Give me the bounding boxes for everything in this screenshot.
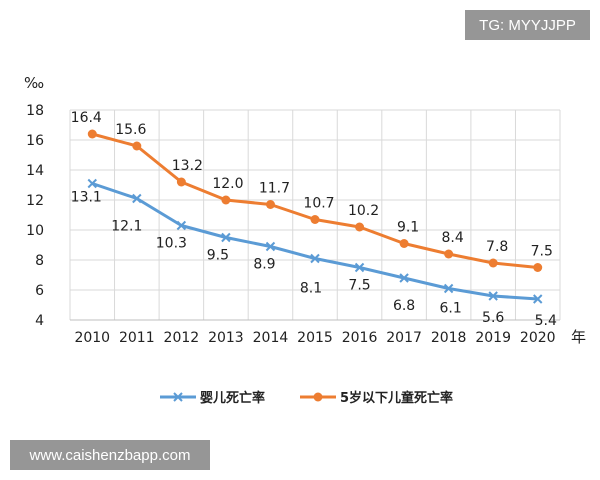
x-tick-label-2020: 2020	[520, 330, 556, 346]
data-label-series-0-2018: 6.1	[440, 301, 462, 317]
data-label-series-0-2011: 12.1	[111, 219, 142, 235]
data-label-series-0-2012: 10.3	[156, 236, 187, 252]
legend: 婴儿死亡率 5岁以下儿童死亡率	[160, 390, 453, 406]
y-axis-unit: ‰	[24, 74, 44, 92]
x-tick-label-2015: 2015	[297, 330, 333, 346]
data-label-series-1-2014: 11.7	[259, 181, 290, 197]
x-tick-label-2012: 2012	[164, 330, 200, 346]
data-label-series-1-2013: 12.0	[212, 176, 243, 192]
data-label-series-0-2019: 5.6	[482, 310, 504, 326]
x-tick-label-2014: 2014	[253, 330, 289, 346]
data-label-series-1-2012: 13.2	[172, 158, 203, 174]
point-series-1-2012	[176, 177, 186, 187]
legend-label-1: 5岁以下儿童死亡率	[340, 390, 453, 406]
point-series-0-2010	[87, 178, 97, 189]
x-tick-label-2010: 2010	[74, 330, 110, 346]
point-series-1-2017	[399, 239, 409, 248]
legend-item-0: 婴儿死亡率	[160, 390, 265, 406]
legend-label-0: 婴儿死亡率	[200, 390, 265, 406]
data-label-series-1-2016: 10.2	[348, 203, 379, 219]
point-series-1-2019	[488, 258, 498, 268]
point-series-1-2014	[265, 200, 275, 209]
data-label-series-0-2020: 5.4	[535, 313, 557, 329]
y-tick-label: 18	[26, 103, 44, 119]
point-series-0-2018	[443, 283, 454, 294]
data-label-series-0-2017: 6.8	[393, 298, 415, 314]
data-label-series-0-2016: 7.5	[348, 278, 370, 294]
data-label-series-0-2015: 8.1	[300, 281, 322, 297]
gridlines	[69, 109, 561, 321]
point-series-0-2015	[310, 253, 320, 264]
x-axis-unit: 年	[571, 328, 586, 346]
point-series-1-2010	[87, 129, 97, 139]
x-tick-label-2017: 2017	[386, 330, 422, 346]
data-labels: 13.1 12.1 10.3 9.5 8.9 8.1 7.5 6.8 6.1 5.6 5.4 16.4…	[71, 110, 557, 329]
point-series-0-2013	[221, 232, 231, 243]
y-tick-label: 8	[35, 253, 44, 269]
x-tick-label-2018: 2018	[431, 330, 467, 346]
point-series-1-2018	[444, 249, 454, 259]
point-series-1-2016	[355, 222, 365, 232]
point-series-0-2014	[265, 241, 276, 252]
point-series-1-2015	[310, 215, 320, 224]
series-lines	[87, 129, 543, 304]
data-label-series-1-2010: 16.4	[71, 110, 102, 126]
legend-item-1: 5岁以下儿童死亡率	[300, 390, 453, 406]
point-series-0-2011	[132, 193, 142, 204]
data-label-series-1-2017: 9.1	[397, 220, 419, 236]
y-tick-label: 6	[35, 283, 44, 299]
x-tick-label-2016: 2016	[342, 330, 378, 346]
watermark-bottom-left: www.caishenzbapp.com	[10, 440, 210, 470]
y-tick-label: 16	[26, 133, 44, 149]
data-label-series-1-2011: 15.6	[115, 122, 146, 138]
point-series-1-2013	[221, 195, 231, 205]
y-tick-label: 14	[26, 163, 44, 179]
point-series-1-2011	[132, 141, 142, 151]
x-tick-label-2011: 2011	[119, 330, 155, 346]
data-label-series-0-2013: 9.5	[207, 248, 229, 264]
watermark-top-right: TG: MYYJJPP	[465, 10, 590, 40]
axes: 4 6 8 10 12 14 16 18 2010 2011 2012 2013 2014 2015 201…	[24, 74, 586, 346]
data-label-series-1-2018: 8.4	[442, 230, 464, 246]
point-series-0-2017	[399, 273, 409, 283]
data-label-series-1-2019: 7.8	[486, 239, 508, 255]
data-label-series-0-2014: 8.9	[253, 257, 275, 273]
data-label-series-1-2015: 10.7	[303, 196, 334, 212]
data-label-series-0-2010: 13.1	[71, 190, 102, 206]
x-tick-label-2013: 2013	[208, 330, 244, 346]
y-tick-label: 4	[35, 313, 44, 329]
point-series-0-2012	[176, 220, 187, 231]
y-tick-label: 12	[26, 193, 44, 209]
data-label-series-1-2020: 7.5	[531, 244, 553, 260]
point-series-1-2020	[533, 263, 543, 272]
point-series-0-2016	[354, 262, 365, 273]
point-series-0-2019	[488, 291, 498, 301]
x-tick-label-2019: 2019	[475, 330, 511, 346]
point-series-0-2020	[533, 294, 543, 304]
y-tick-label: 10	[26, 223, 44, 239]
